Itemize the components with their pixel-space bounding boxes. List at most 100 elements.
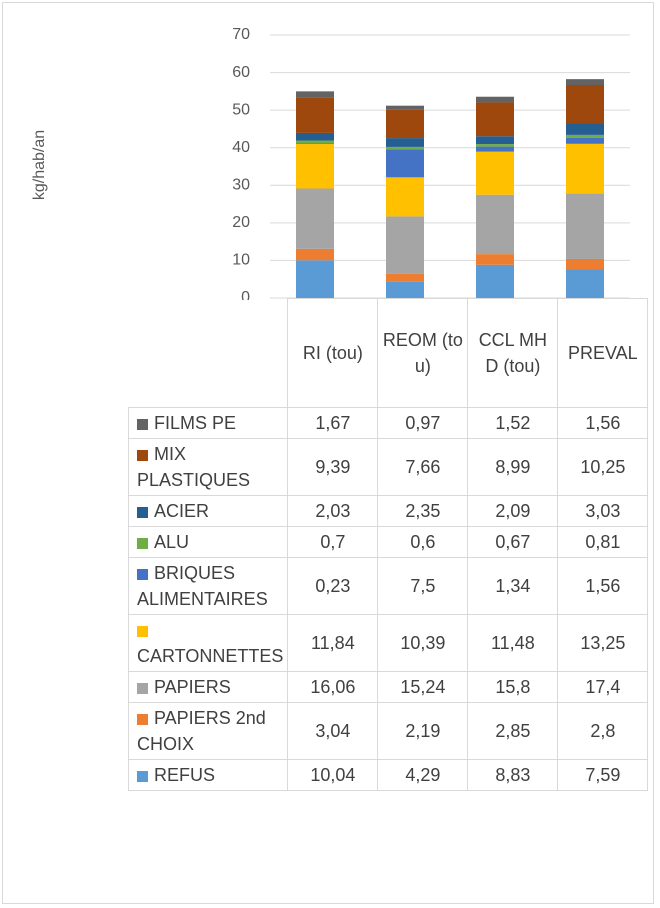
legend-swatch	[137, 625, 148, 637]
bar-segment	[296, 91, 334, 98]
bar-segment	[566, 79, 604, 86]
data-row: ALU 0,7 0,6 0,67 0,81	[127, 526, 649, 558]
bar-segment	[296, 140, 334, 144]
legend-label: REFUS	[154, 765, 216, 785]
y-tick-label: 50	[232, 101, 250, 118]
bar-segment	[296, 188, 334, 249]
legend-label: ACIER	[154, 501, 210, 521]
legend-swatch	[137, 713, 148, 725]
bar-segment	[566, 258, 604, 270]
legend-swatch	[137, 418, 148, 430]
data-row: PAPIERS 2nd CHOIX 3,04 2,19 2,85 2,8	[127, 702, 649, 760]
category-label: PREVAL	[557, 298, 649, 408]
header-row: RI (tou) REOM (tou) CCL MHD (tou) PREVAL	[128, 298, 649, 408]
data-row: REFUS 10,04 4,29 8,83 7,59	[127, 759, 649, 791]
bar-segment	[476, 254, 514, 265]
legend-cell: ACIER	[127, 495, 289, 527]
bar-segment	[296, 97, 334, 133]
value-cell: 0,97	[377, 407, 469, 439]
value-cell: 10,39	[377, 614, 469, 672]
bar-segment	[296, 260, 334, 298]
y-tick-label: 60	[232, 64, 250, 81]
bar-segment	[566, 143, 604, 194]
bar-segment	[386, 109, 424, 139]
data-row: PAPIERS 16,06 15,24 15,8 17,4	[127, 671, 649, 703]
data-row: ACIER 2,03 2,35 2,09 3,03	[127, 495, 649, 527]
value-cell: 7,66	[377, 438, 469, 496]
y-axis-label: kg/hab/an	[31, 130, 48, 200]
legend-label: PAPIERS	[154, 677, 231, 697]
value-cell: 0,7	[287, 526, 379, 558]
bar-segment	[386, 138, 424, 147]
value-cell: 2,19	[377, 702, 469, 760]
bar-segment	[476, 144, 514, 147]
y-tick-label: 10	[232, 252, 250, 269]
category-label: REOM (tou)	[377, 298, 469, 408]
value-cell: 1,67	[287, 407, 379, 439]
value-cell: 15,24	[377, 671, 469, 703]
bar-segment	[296, 144, 334, 189]
legend-label: BRIQUES ALIMENTAIRES	[137, 563, 268, 609]
value-cell: 1,52	[467, 407, 559, 439]
value-cell: 11,84	[287, 614, 379, 672]
bar-segment	[476, 136, 514, 145]
blank-cell	[128, 298, 288, 408]
bar-segment	[476, 151, 514, 195]
bar-segment	[386, 105, 424, 110]
bar-segment	[386, 273, 424, 282]
value-cell: 1,56	[557, 407, 649, 439]
category-label: CCL MHD (tou)	[467, 298, 559, 408]
legend-cell: PAPIERS	[127, 671, 289, 703]
value-cell: 10,04	[287, 759, 379, 791]
legend-swatch	[137, 770, 148, 782]
value-cell: 2,03	[287, 495, 379, 527]
value-cell: 8,99	[467, 438, 559, 496]
bar-segment	[566, 269, 604, 298]
value-cell: 11,48	[467, 614, 559, 672]
legend-label: PAPIERS 2nd CHOIX	[137, 708, 266, 754]
category-label: RI (tou)	[287, 298, 379, 408]
value-cell: 1,34	[467, 557, 559, 615]
value-cell: 3,03	[557, 495, 649, 527]
bar-segment	[566, 123, 604, 135]
y-tick-label: 30	[232, 177, 250, 194]
data-table: RI (tou) REOM (tou) CCL MHD (tou) PREVAL FIL…	[127, 298, 649, 791]
legend-swatch	[137, 449, 148, 461]
value-cell: 2,85	[467, 702, 559, 760]
legend-label: MIX PLASTIQUES	[137, 444, 251, 490]
data-row: BRIQUES ALIMENTAIRES 0,23 7,5 1,34 1,56	[127, 557, 649, 615]
bar-segment	[476, 194, 514, 255]
data-row: MIX PLASTIQUES 9,39 7,66 8,99 10,25	[127, 438, 649, 496]
legend-cell: ALU	[127, 526, 289, 558]
value-cell: 15,8	[467, 671, 559, 703]
value-cell: 2,8	[557, 702, 649, 760]
legend-swatch	[137, 506, 148, 518]
legend-cell: REFUS	[127, 759, 289, 791]
bar-segment	[476, 146, 514, 152]
value-cell: 0,6	[377, 526, 469, 558]
legend-label: ALU	[154, 532, 190, 552]
value-cell: 10,25	[557, 438, 649, 496]
y-tick-label: 0	[241, 289, 250, 300]
value-cell: 4,29	[377, 759, 469, 791]
value-cell: 3,04	[287, 702, 379, 760]
bar-segment	[476, 102, 514, 137]
data-row: CARTONNETTES 11,84 10,39 11,48 13,25	[127, 614, 649, 672]
data-row: FILMS PE 1,67 0,97 1,52 1,56	[127, 407, 649, 439]
value-cell: 0,81	[557, 526, 649, 558]
bar-segment	[386, 149, 424, 178]
bar-segment	[386, 281, 424, 298]
bar-segment	[296, 132, 334, 141]
legend-label: CARTONNETTES	[137, 646, 284, 666]
value-cell: 0,67	[467, 526, 559, 558]
value-cell: 2,35	[377, 495, 469, 527]
value-cell: 16,06	[287, 671, 379, 703]
legend-cell: BRIQUES ALIMENTAIRES	[127, 557, 289, 615]
value-cell: 7,59	[557, 759, 649, 791]
value-cell: 9,39	[287, 438, 379, 496]
y-tick-label: 40	[232, 139, 250, 156]
legend-cell: MIX PLASTIQUES	[127, 438, 289, 496]
value-cell: 2,09	[467, 495, 559, 527]
